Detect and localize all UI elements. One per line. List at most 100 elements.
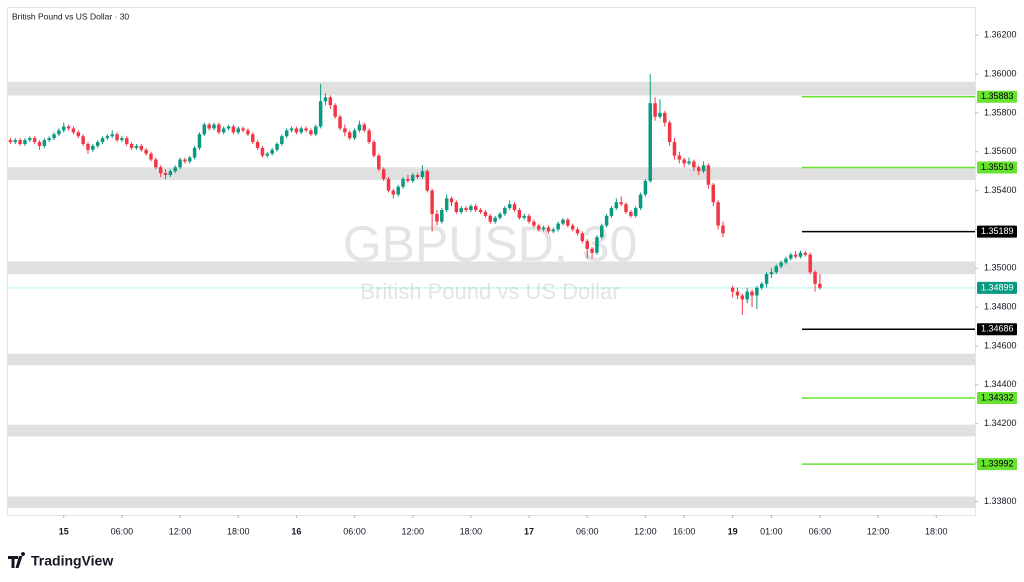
y-tick-label: 1.35000 bbox=[984, 263, 1017, 273]
chart-title: British Pound vs US Dollar · 30 bbox=[12, 11, 129, 21]
brand-logo: TradingView bbox=[8, 552, 113, 569]
level-tag bbox=[977, 392, 1017, 405]
candle-body bbox=[275, 143, 279, 150]
y-tick-label: 1.36000 bbox=[984, 68, 1017, 78]
candle-body bbox=[730, 287, 735, 292]
brand-icon bbox=[8, 552, 26, 568]
candle-body bbox=[522, 215, 526, 218]
candle-body bbox=[309, 130, 313, 135]
candle-body bbox=[716, 202, 720, 226]
candle-body bbox=[13, 140, 18, 143]
last-price-label: 1.34899 bbox=[981, 282, 1014, 292]
candle-body bbox=[391, 190, 396, 195]
x-tick-label: 19 bbox=[728, 526, 738, 536]
candle-body bbox=[139, 145, 144, 150]
plot bbox=[8, 74, 975, 465]
candle-body bbox=[410, 175, 415, 181]
candle-body bbox=[110, 134, 114, 137]
candle-body bbox=[469, 206, 473, 211]
candle-body bbox=[343, 128, 347, 133]
candle-body bbox=[163, 173, 168, 176]
candle-body bbox=[168, 171, 173, 176]
candle-body bbox=[57, 130, 61, 135]
candle-body bbox=[546, 227, 551, 232]
x-tick-label: 15 bbox=[59, 526, 69, 536]
candle-body bbox=[483, 211, 488, 216]
candle-body bbox=[541, 227, 546, 230]
x-tick-label: 16 bbox=[291, 526, 301, 536]
watermark: GBPUSD, 30 bbox=[343, 216, 638, 272]
candle-body bbox=[76, 132, 81, 137]
candle-body bbox=[784, 258, 788, 263]
level-label: 1.35883 bbox=[981, 91, 1014, 101]
x-tick-label: 12:00 bbox=[401, 526, 424, 536]
level-tag bbox=[977, 90, 1017, 103]
candle-body bbox=[789, 254, 793, 259]
candle-body bbox=[120, 138, 124, 141]
candle-body bbox=[425, 171, 430, 191]
candle-body bbox=[692, 161, 696, 168]
candle-body bbox=[556, 223, 560, 230]
candle-body bbox=[188, 157, 192, 162]
candle-body bbox=[440, 210, 444, 222]
candle-body bbox=[28, 138, 32, 141]
candle-body bbox=[474, 206, 478, 211]
candle-body bbox=[81, 136, 85, 144]
candle-body bbox=[255, 142, 260, 148]
y-tick-label: 1.36200 bbox=[984, 30, 1017, 40]
candle-body bbox=[507, 204, 512, 209]
candle-body bbox=[755, 287, 759, 296]
candle-body bbox=[779, 262, 783, 267]
candle-body bbox=[764, 274, 769, 284]
candle-body bbox=[42, 140, 47, 146]
candle-body bbox=[570, 225, 575, 230]
candle-body bbox=[672, 142, 677, 156]
candle-body bbox=[386, 178, 391, 191]
y-tick-label: 1.34600 bbox=[984, 340, 1017, 350]
zone bbox=[8, 81, 975, 96]
candle-body bbox=[711, 184, 716, 203]
candle-body bbox=[793, 254, 798, 257]
candle-body bbox=[299, 128, 303, 133]
candle-body bbox=[129, 143, 134, 148]
candle-body bbox=[338, 116, 342, 129]
candle-body bbox=[682, 159, 686, 164]
candle-body bbox=[648, 103, 652, 181]
candle-body bbox=[600, 225, 604, 238]
watermark-subtitle: British Pound vs US Dollar bbox=[360, 279, 619, 304]
y-tick-label: 1.34200 bbox=[984, 418, 1017, 428]
y-tick-label: 1.34400 bbox=[984, 379, 1017, 389]
candle-body bbox=[512, 204, 517, 211]
zone bbox=[8, 424, 975, 437]
level-label: 1.33992 bbox=[981, 458, 1014, 468]
candle-body bbox=[444, 198, 449, 211]
zone bbox=[8, 496, 975, 509]
candle-body bbox=[464, 208, 468, 211]
candle-body bbox=[32, 138, 37, 143]
candle-body bbox=[798, 252, 803, 257]
candle-body bbox=[377, 155, 381, 170]
candle-body bbox=[609, 208, 614, 216]
candle-body bbox=[8, 140, 13, 143]
candle-body bbox=[47, 138, 51, 141]
candle-body bbox=[251, 134, 255, 143]
candle-body bbox=[459, 208, 463, 212]
candle-body bbox=[86, 143, 90, 150]
candle-body bbox=[357, 124, 362, 131]
candle-body bbox=[527, 215, 531, 222]
candle-body bbox=[706, 165, 711, 185]
x-tick-label: 12:00 bbox=[169, 526, 192, 536]
candle-body bbox=[696, 167, 701, 172]
candle-body bbox=[260, 147, 265, 156]
candle-body bbox=[537, 225, 541, 230]
candle-body bbox=[701, 165, 706, 172]
y-tick-label: 1.35800 bbox=[984, 107, 1017, 117]
candle-body bbox=[207, 124, 211, 129]
candle-body bbox=[270, 149, 274, 154]
x-tick-label: 18:00 bbox=[925, 526, 948, 536]
level-tag bbox=[977, 225, 1017, 238]
candle-body bbox=[318, 101, 323, 127]
x-tick-label: 06:00 bbox=[111, 526, 134, 536]
candle-body bbox=[493, 217, 497, 222]
candle-body bbox=[643, 180, 648, 195]
